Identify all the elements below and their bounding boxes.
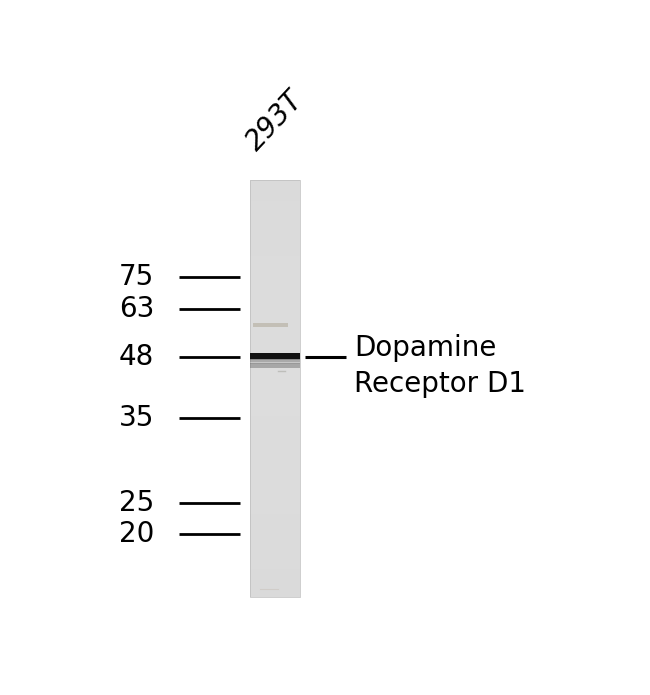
Bar	[250, 363, 300, 368]
Bar	[250, 243, 300, 250]
Text: 20: 20	[119, 520, 154, 548]
Bar	[250, 493, 300, 500]
Bar	[250, 472, 300, 479]
Bar	[250, 562, 300, 569]
Bar	[250, 590, 300, 597]
Bar	[250, 263, 300, 270]
Bar	[250, 291, 300, 298]
Bar	[250, 486, 300, 493]
Bar	[250, 458, 300, 465]
Bar	[250, 284, 300, 291]
Bar	[250, 583, 300, 590]
Bar	[250, 444, 300, 451]
Bar	[250, 305, 300, 312]
Bar	[250, 194, 300, 201]
Bar	[250, 319, 300, 326]
Bar	[250, 576, 300, 583]
Bar	[250, 298, 300, 305]
Bar	[250, 500, 300, 507]
Bar	[250, 222, 300, 229]
Bar	[250, 180, 300, 597]
Bar	[250, 333, 300, 340]
Bar	[250, 229, 300, 236]
Bar	[250, 465, 300, 472]
Text: 293T: 293T	[241, 85, 309, 156]
Bar	[250, 389, 300, 395]
Bar	[250, 395, 300, 402]
Bar	[250, 361, 300, 368]
Bar	[250, 402, 300, 409]
Bar	[250, 187, 300, 194]
Bar	[250, 534, 300, 541]
Bar	[250, 208, 300, 215]
Bar	[250, 354, 300, 361]
Bar	[250, 541, 300, 548]
Bar	[250, 356, 300, 358]
Bar	[252, 323, 288, 327]
Bar	[250, 277, 300, 284]
Text: 63: 63	[119, 295, 154, 323]
Text: 25: 25	[119, 489, 154, 518]
Bar	[250, 250, 300, 256]
Bar	[250, 347, 300, 354]
Bar	[250, 375, 300, 382]
Bar	[250, 514, 300, 521]
Bar	[250, 430, 300, 437]
Bar	[250, 312, 300, 319]
Bar	[250, 360, 300, 362]
Bar	[250, 358, 300, 360]
Text: 48: 48	[119, 343, 154, 371]
Text: 35: 35	[119, 404, 154, 432]
Bar	[250, 180, 300, 187]
Bar	[250, 548, 300, 555]
Bar	[250, 236, 300, 243]
Bar	[250, 270, 300, 277]
Bar	[250, 451, 300, 458]
Bar	[250, 423, 300, 430]
Text: Dopamine
Receptor D1: Dopamine Receptor D1	[354, 334, 526, 398]
Bar	[250, 354, 300, 356]
Bar	[250, 528, 300, 534]
Bar	[250, 479, 300, 486]
Bar	[250, 352, 300, 359]
Bar	[250, 382, 300, 389]
Bar	[250, 437, 300, 444]
Bar	[250, 362, 300, 364]
Bar	[250, 340, 300, 347]
Bar	[250, 507, 300, 514]
Text: 75: 75	[119, 263, 154, 291]
Bar	[250, 201, 300, 208]
Bar	[250, 521, 300, 528]
Bar	[250, 215, 300, 222]
Bar	[250, 326, 300, 333]
Bar	[250, 256, 300, 263]
Bar	[250, 569, 300, 576]
Bar	[250, 409, 300, 416]
Bar	[250, 368, 300, 375]
Bar	[250, 416, 300, 423]
Bar	[250, 555, 300, 562]
